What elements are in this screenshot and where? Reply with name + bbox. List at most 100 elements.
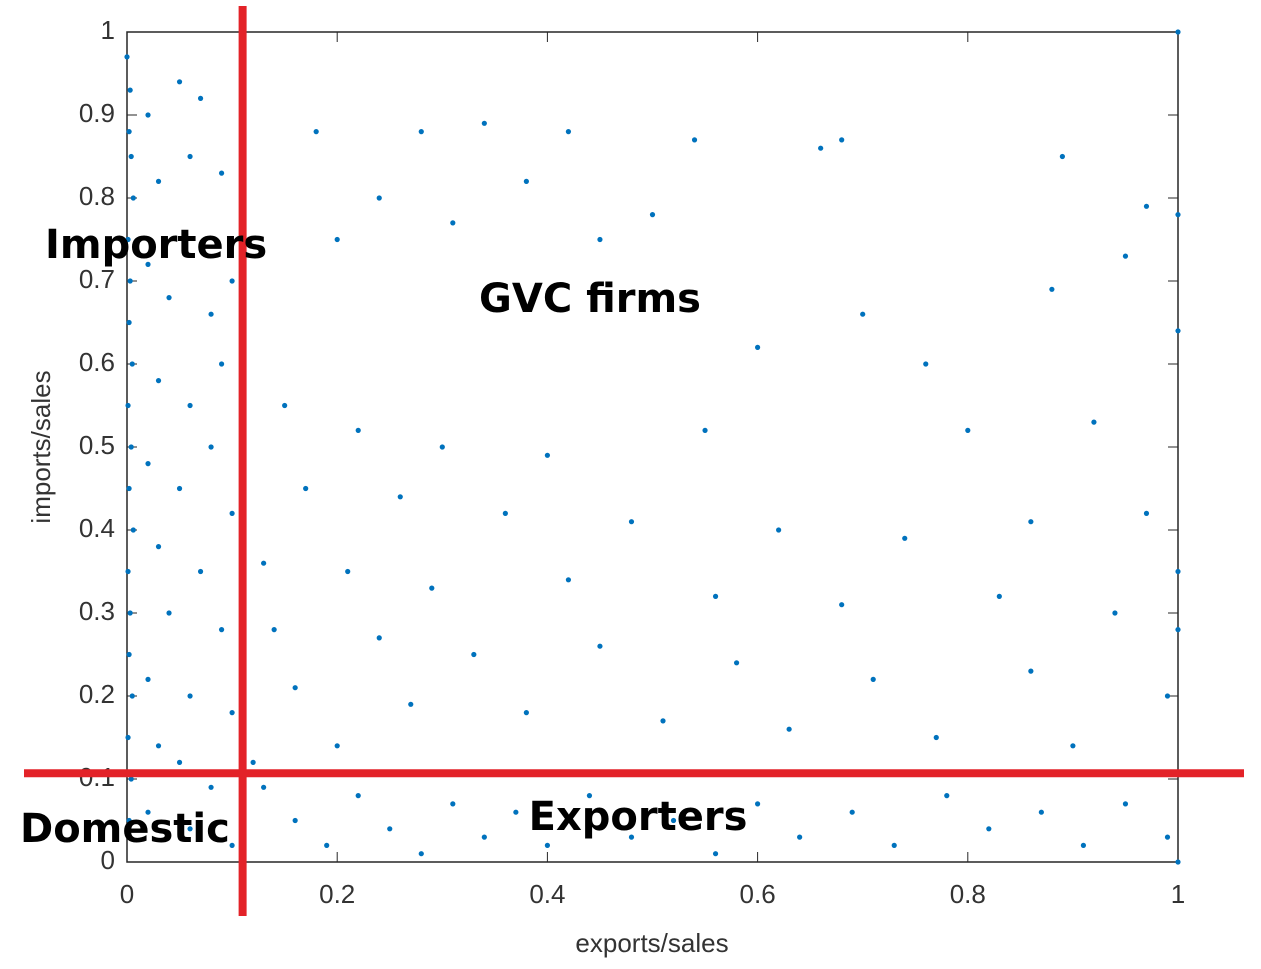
point: [1112, 610, 1118, 616]
point: [387, 826, 393, 832]
point: [544, 842, 551, 849]
point: [125, 568, 131, 575]
point: [702, 427, 708, 433]
point: [1164, 834, 1171, 840]
point: [1143, 203, 1150, 209]
point: [355, 427, 361, 433]
y-tick-label: 0.8: [79, 181, 115, 211]
point: [176, 759, 183, 766]
point: [376, 635, 382, 641]
point: [126, 651, 132, 658]
point: [902, 535, 908, 541]
point: [1080, 842, 1087, 849]
point: [944, 793, 950, 799]
point: [597, 643, 603, 649]
point: [128, 153, 134, 160]
point: [376, 195, 382, 201]
point: [218, 361, 225, 367]
point: [126, 129, 132, 135]
point: [660, 718, 666, 724]
point: [1175, 859, 1181, 865]
point: [1070, 743, 1076, 749]
point: [126, 319, 132, 326]
x-tick-label: 0.8: [950, 879, 986, 909]
point: [197, 568, 204, 575]
point: [1175, 212, 1181, 218]
point: [197, 95, 204, 101]
point: [860, 311, 866, 317]
point: [712, 851, 719, 857]
point: [128, 776, 134, 782]
x-axis-label: exports/sales: [575, 928, 728, 958]
y-tick-label: 0.5: [79, 430, 115, 460]
quadrant-label: Domestic: [20, 806, 230, 852]
point: [1059, 153, 1065, 160]
point: [229, 278, 235, 284]
point: [870, 676, 876, 683]
point: [891, 842, 897, 849]
point: [776, 527, 782, 533]
point: [933, 734, 939, 741]
point: [282, 402, 288, 409]
point: [565, 129, 572, 135]
x-tick-label: 1: [1171, 879, 1185, 909]
point: [208, 784, 214, 790]
x-tick-label: 0.4: [529, 879, 565, 909]
point: [839, 137, 845, 143]
point: [176, 485, 183, 492]
point: [124, 54, 130, 60]
point: [218, 627, 225, 633]
y-tick-label: 0.7: [79, 264, 115, 294]
point: [125, 402, 131, 409]
point: [145, 809, 151, 815]
point: [355, 793, 361, 799]
point: [187, 153, 193, 160]
point: [271, 627, 277, 633]
point: [127, 87, 133, 93]
point: [1028, 519, 1034, 525]
point: [565, 577, 572, 583]
point: [292, 817, 298, 824]
point: [145, 112, 151, 118]
point: [155, 544, 162, 550]
point: [145, 261, 151, 267]
point: [128, 444, 134, 450]
point: [544, 452, 551, 458]
point: [129, 361, 135, 367]
point: [1164, 693, 1171, 699]
y-axis-label: imports/sales: [26, 370, 56, 523]
point: [127, 610, 133, 616]
point: [450, 220, 456, 226]
point: [849, 809, 855, 815]
point: [1175, 568, 1181, 575]
point: [145, 676, 151, 683]
y-tick-label: 0.2: [79, 679, 115, 709]
point: [303, 485, 309, 492]
point: [208, 311, 214, 317]
point: [155, 178, 162, 184]
y-tick-label: 0.6: [79, 347, 115, 377]
point: [450, 801, 456, 807]
point: [145, 461, 151, 467]
point: [166, 610, 172, 616]
point: [649, 212, 656, 218]
point: [397, 494, 403, 500]
point: [1028, 668, 1034, 674]
plot-frame: [126, 31, 1179, 863]
point: [187, 693, 193, 699]
point: [1175, 29, 1181, 35]
y-tick-label: 0.4: [79, 513, 115, 543]
point: [513, 809, 519, 815]
quadrant-label: Exporters: [529, 794, 748, 840]
y-tick-label: 1: [101, 15, 115, 45]
point: [187, 826, 193, 832]
point: [586, 793, 593, 799]
point: [670, 817, 677, 824]
point: [471, 651, 477, 658]
point: [1091, 419, 1097, 425]
point: [250, 759, 256, 766]
point: [418, 851, 424, 857]
point: [786, 726, 792, 732]
point: [481, 834, 487, 840]
